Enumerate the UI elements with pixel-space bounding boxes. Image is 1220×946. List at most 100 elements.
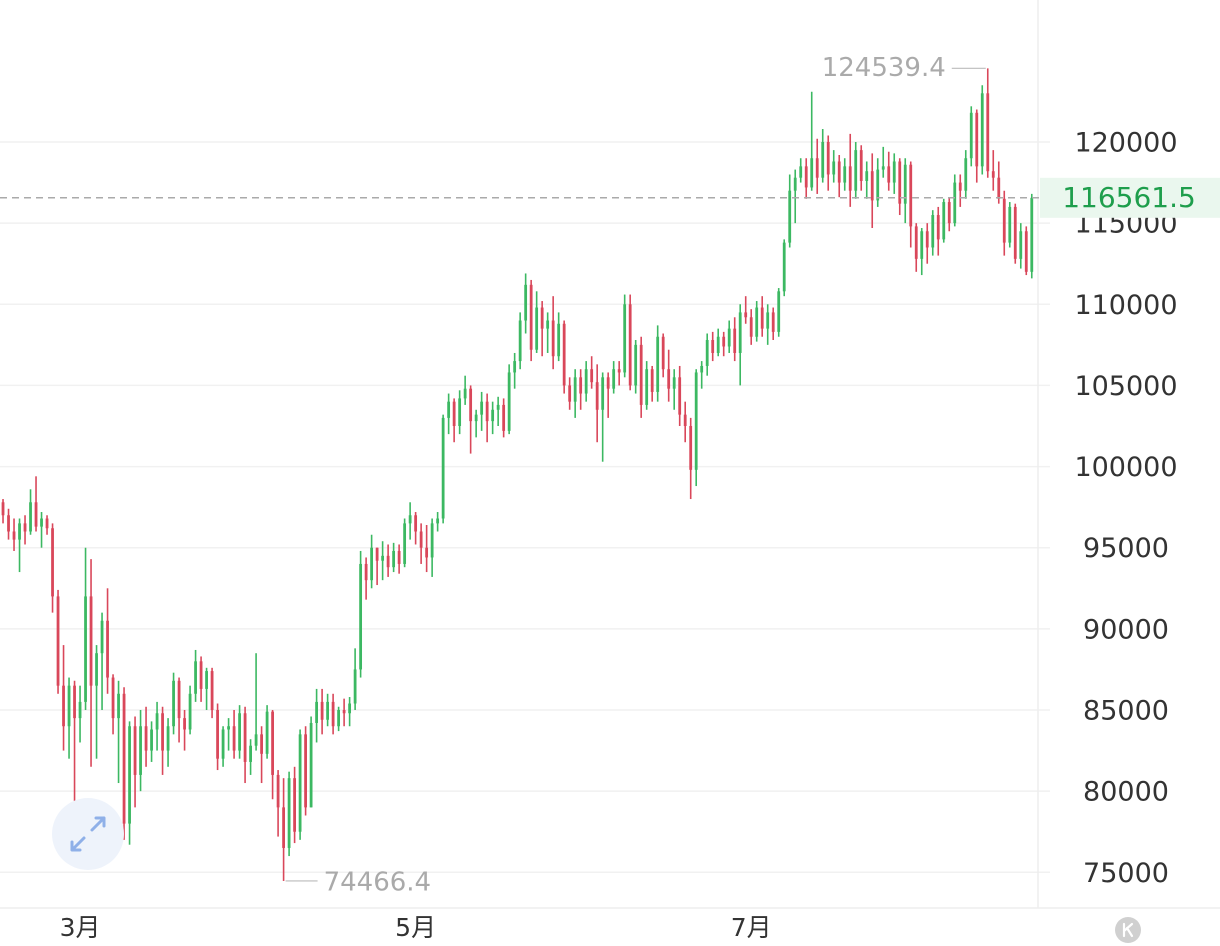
expand-button[interactable] (52, 798, 124, 870)
candle-body (227, 726, 230, 730)
x-tick-label: 7月 (731, 913, 772, 942)
candle-body (540, 307, 544, 329)
candle-body (403, 523, 407, 564)
candle-body (425, 547, 429, 558)
candle-body (859, 150, 863, 181)
candle-body (304, 734, 307, 808)
y-tick-label: 110000 (1074, 290, 1177, 321)
candle-body (782, 242, 786, 292)
candle-body (826, 142, 830, 175)
candle-body (980, 93, 984, 167)
candle-body (870, 171, 874, 201)
candle-body (821, 142, 825, 178)
candle-body (496, 404, 500, 410)
candle-body (804, 166, 808, 188)
y-tick-label: 100000 (1074, 452, 1177, 483)
candle-body (386, 555, 390, 568)
candle-body (315, 701, 319, 723)
candle-body (562, 323, 566, 386)
candle-body (166, 726, 170, 751)
candle-body (51, 528, 54, 597)
candle-body (529, 284, 533, 350)
candle-body (793, 177, 797, 191)
candle-body (419, 531, 423, 548)
candle-body (155, 713, 159, 730)
candle-body (573, 377, 577, 402)
candle-body (243, 713, 247, 762)
candle-body (238, 713, 241, 751)
candle-body (326, 701, 330, 720)
candle-body (694, 372, 698, 470)
candles (1, 68, 1034, 881)
candle-body (617, 369, 621, 373)
candle-body (34, 502, 38, 527)
candle-body (150, 729, 153, 751)
expand-icon (70, 816, 106, 852)
candle-body (931, 215, 935, 248)
candle-body (199, 661, 203, 689)
candle-body (722, 336, 726, 347)
candle-body (711, 339, 715, 353)
candle-body (744, 312, 748, 318)
high-label: 124539.4 (822, 53, 946, 83)
candle-body (232, 726, 236, 751)
candle-body (837, 161, 841, 183)
candle-body (749, 317, 753, 337)
candle-body (375, 547, 379, 561)
low-label: 74466.4 (324, 867, 432, 897)
candle-body (546, 320, 550, 329)
candle-body (23, 523, 27, 532)
x-tick-label: 3月 (60, 913, 101, 942)
k-button[interactable] (1115, 917, 1141, 943)
candle-body (645, 369, 649, 405)
candle-body (221, 729, 225, 759)
candle-body (73, 685, 76, 719)
y-tick-label: 90000 (1083, 614, 1169, 645)
candle-body (436, 518, 440, 524)
candle-body (766, 312, 770, 329)
candle-body (914, 226, 918, 259)
candle-body (364, 563, 368, 581)
candle-body (485, 401, 489, 422)
candle-body (661, 336, 665, 370)
candle-body (381, 555, 385, 561)
candle-body (953, 182, 957, 224)
candle-body (755, 307, 759, 337)
candle-body (606, 377, 610, 389)
candle-body (1019, 231, 1023, 259)
candle-body (942, 202, 946, 240)
y-tick-label: 85000 (1083, 696, 1169, 727)
candle-body (628, 304, 632, 386)
candle-body (216, 710, 219, 759)
candle-body (282, 807, 285, 848)
candle-body (733, 328, 737, 353)
candle-body (881, 166, 885, 170)
candle-body (29, 502, 32, 532)
candle-body (172, 680, 175, 727)
candle-body (760, 307, 764, 329)
candle-body (95, 653, 98, 686)
candle-body (975, 112, 979, 167)
candle-body (579, 377, 583, 394)
candle-body (936, 215, 940, 240)
candle-body (78, 701, 82, 719)
candle-body (1008, 206, 1012, 243)
candle-body (727, 328, 731, 347)
candle-body (595, 382, 599, 410)
last-price-bg (1040, 177, 1220, 218)
candle-body (502, 404, 506, 431)
candle-body (67, 685, 71, 727)
candle-body (89, 596, 93, 686)
candle-body (337, 710, 341, 727)
candle-body (353, 669, 357, 704)
candle-body (414, 515, 418, 532)
candle-body (139, 726, 142, 775)
candle-body (441, 417, 445, 519)
candle-body (309, 722, 313, 808)
candle-body (788, 190, 792, 243)
candle-body (650, 369, 654, 392)
candle-body (854, 150, 858, 191)
candle-body (474, 414, 478, 422)
candle-body (45, 518, 49, 529)
